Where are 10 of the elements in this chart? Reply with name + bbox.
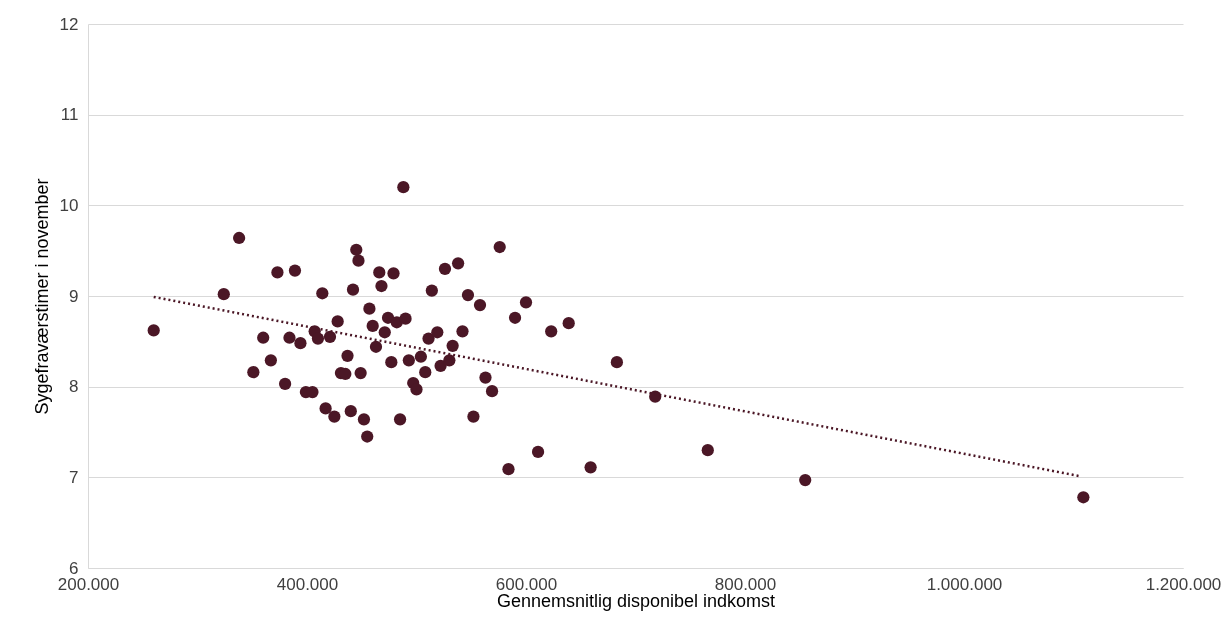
y-tick-label: 10 <box>59 195 79 215</box>
y-tick-label: 12 <box>59 14 79 34</box>
x-tick-label: 400.000 <box>276 574 339 594</box>
y-tick-label: 8 <box>69 377 79 397</box>
x-tick-label: 1.000.000 <box>926 574 1003 594</box>
y-axis-title: Sygefraværstimer i november <box>31 178 52 415</box>
x-tick-label: 1.200.000 <box>1145 574 1222 594</box>
y-tick-label: 7 <box>69 467 79 487</box>
y-tick-label: 11 <box>60 105 79 125</box>
y-tick-label: 9 <box>69 286 79 306</box>
